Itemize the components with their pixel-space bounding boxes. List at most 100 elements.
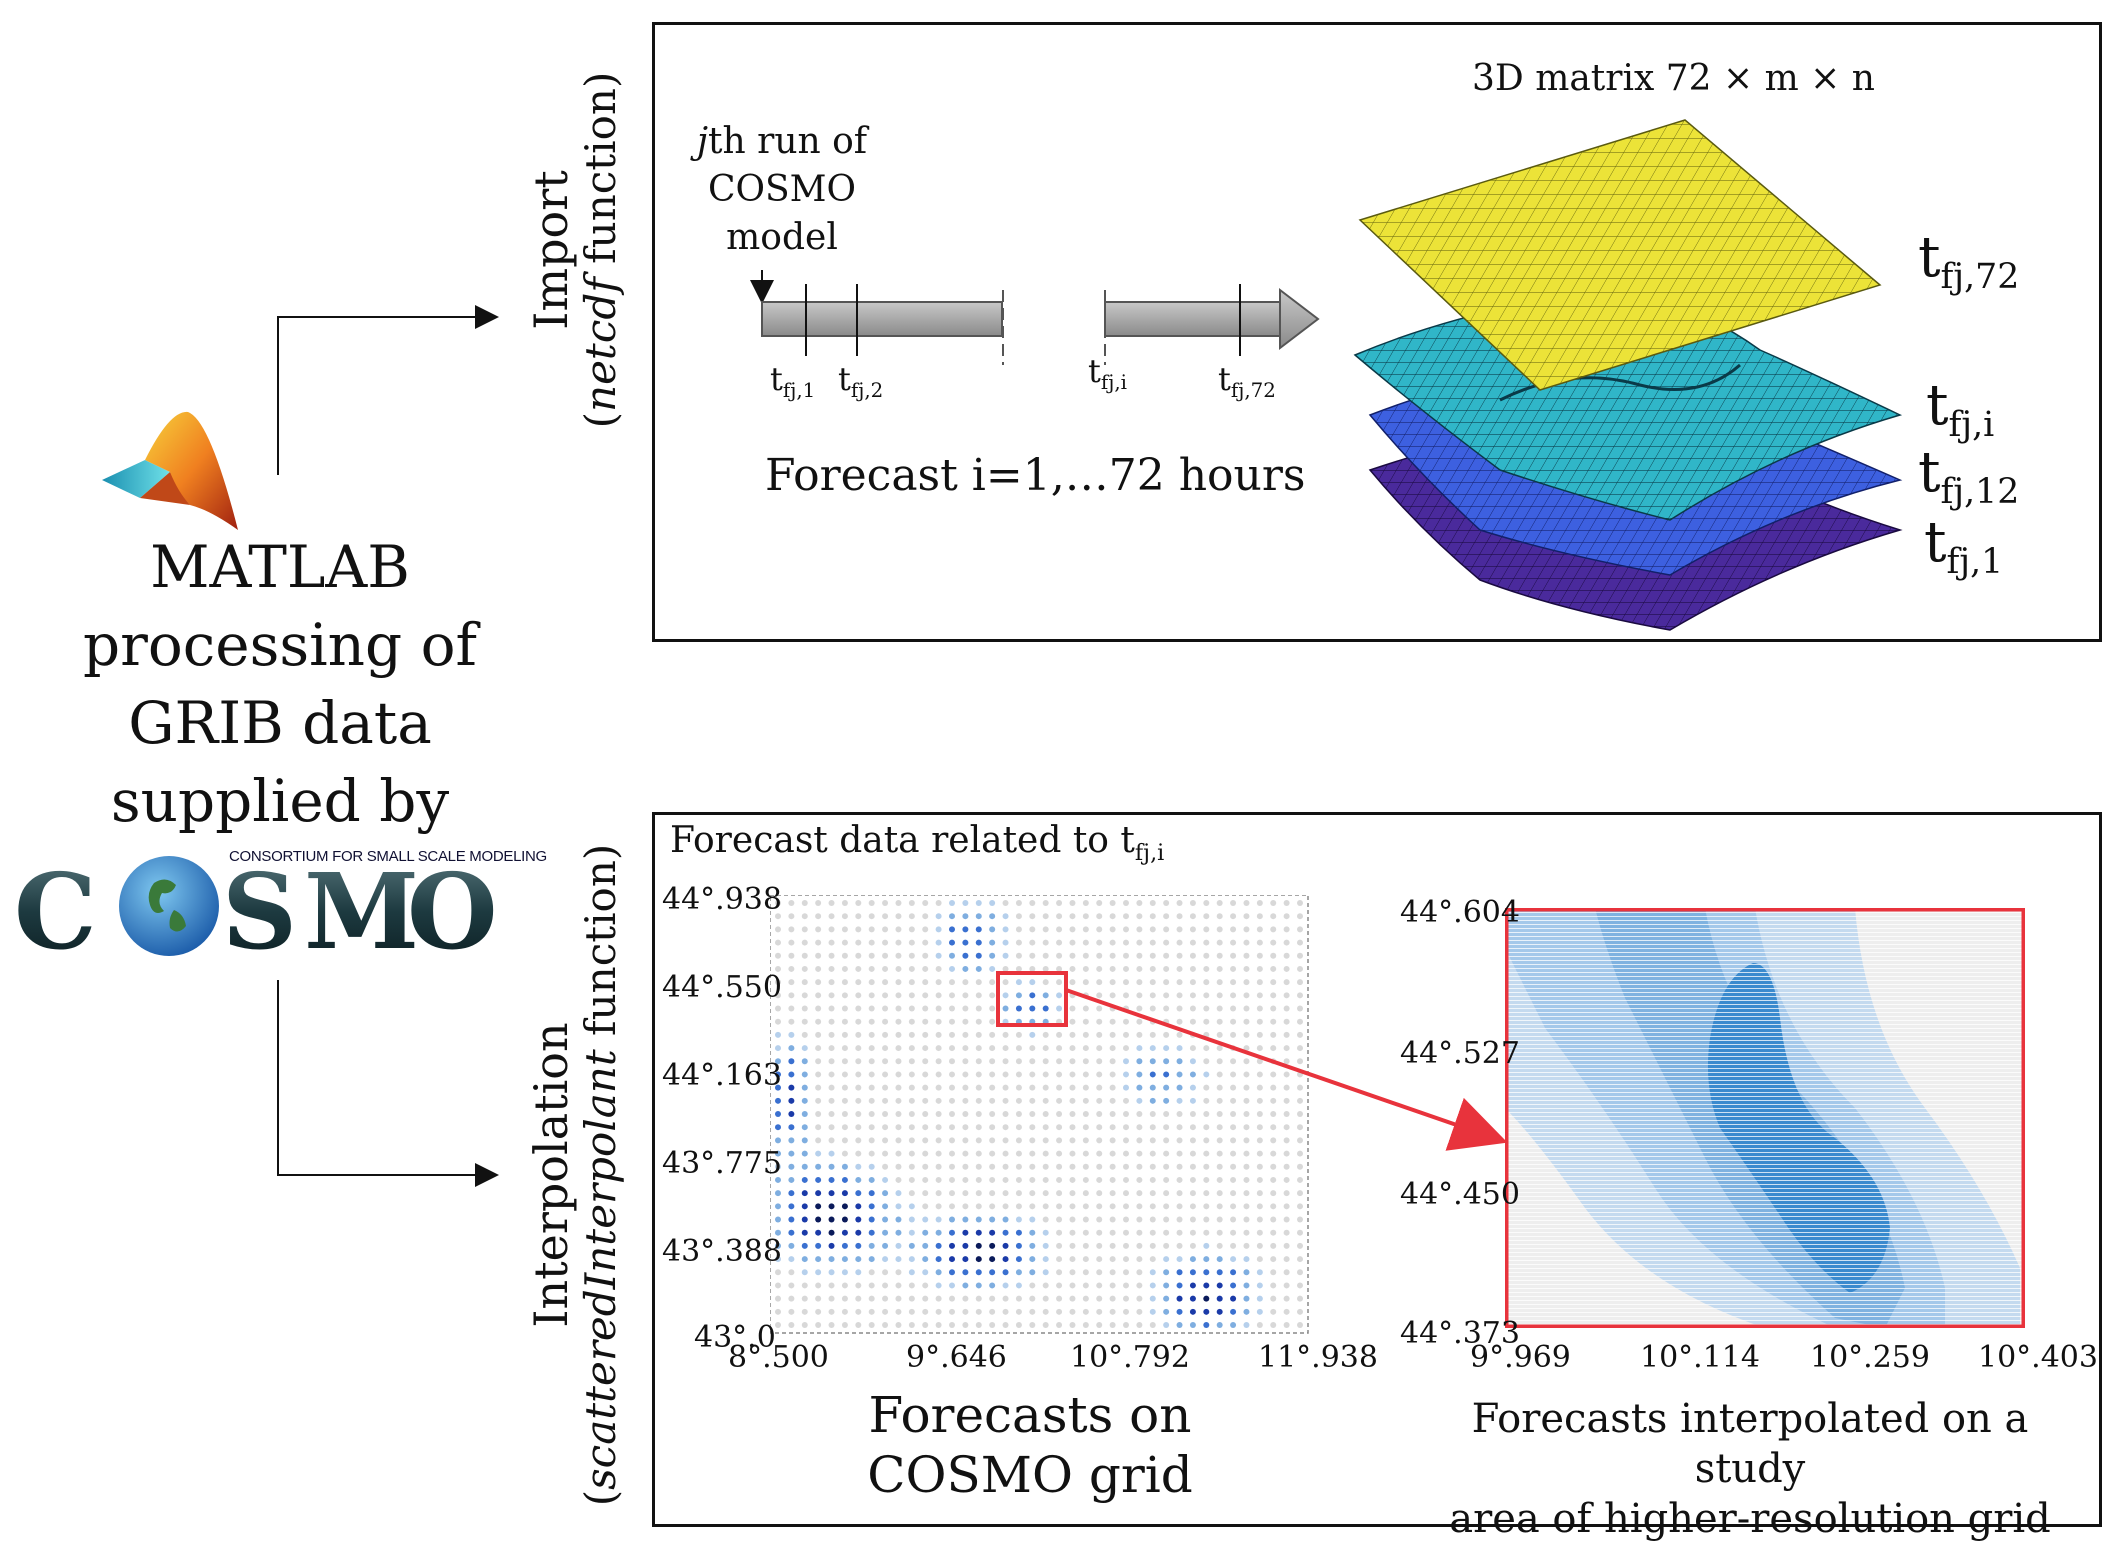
right-caption-line: area of higher-resolution grid bbox=[1449, 1496, 2051, 1542]
grid-dot bbox=[841, 1058, 848, 1065]
grid-dot bbox=[962, 913, 969, 920]
grid-dot bbox=[1243, 1269, 1250, 1276]
right-x-tick: 10°.114 bbox=[1640, 1340, 1760, 1375]
grid-dot bbox=[1002, 1071, 1009, 1078]
grid-dot bbox=[1042, 1031, 1049, 1038]
left-y-tick: 44°.938 bbox=[662, 882, 782, 917]
grid-dot bbox=[775, 1124, 781, 1131]
grid-dot bbox=[895, 992, 902, 999]
grid-dot bbox=[1136, 1058, 1143, 1065]
grid-dot bbox=[1163, 1269, 1170, 1276]
grid-dot bbox=[1069, 979, 1076, 986]
grid-dot bbox=[1136, 1176, 1143, 1183]
grid-dot bbox=[1163, 926, 1170, 933]
grid-dot bbox=[1136, 900, 1143, 906]
grid-dot bbox=[1283, 1018, 1290, 1025]
grid-dot bbox=[1270, 1190, 1277, 1197]
zoom-box bbox=[996, 971, 1068, 1027]
grid-dot bbox=[1082, 1295, 1089, 1302]
grid-dot bbox=[1056, 979, 1063, 986]
grid-dot bbox=[1230, 939, 1237, 946]
grid-dot bbox=[1109, 1097, 1116, 1104]
grid-dot bbox=[1029, 1005, 1036, 1012]
grid-dot bbox=[1082, 1058, 1089, 1065]
grid-dot bbox=[855, 1031, 862, 1038]
grid-dot bbox=[922, 1190, 929, 1197]
grid-dot bbox=[1283, 939, 1290, 946]
grid-dot bbox=[1096, 992, 1103, 999]
grid-dot bbox=[828, 1097, 835, 1104]
grid-dot bbox=[1123, 979, 1129, 986]
grid-dot bbox=[775, 1229, 781, 1236]
grid-dot bbox=[1163, 1031, 1170, 1038]
grid-dot bbox=[1216, 1084, 1223, 1091]
grid-dot bbox=[1109, 1229, 1116, 1236]
grid-dot bbox=[1136, 1322, 1143, 1328]
cosmo-letter-c: C bbox=[14, 850, 97, 958]
grid-dot bbox=[882, 1045, 889, 1052]
grid-dot bbox=[1082, 1256, 1089, 1263]
grid-dot bbox=[841, 1097, 848, 1104]
layer-label-i: tfj,i bbox=[1926, 373, 1994, 445]
grid-dot bbox=[1096, 926, 1103, 933]
grid-dot bbox=[1163, 1124, 1170, 1131]
grid-dot bbox=[775, 1058, 781, 1065]
grid-dot bbox=[935, 900, 942, 906]
grid-dot bbox=[828, 979, 835, 986]
grid-dot bbox=[949, 1216, 955, 1223]
grid-dot bbox=[908, 1084, 915, 1091]
layer-label-main: t bbox=[1918, 225, 1941, 290]
grid-dot bbox=[815, 1282, 822, 1289]
grid-dot bbox=[962, 1018, 969, 1025]
grid-dot bbox=[882, 1097, 889, 1104]
grid-dot bbox=[828, 900, 835, 906]
grid-dot bbox=[1123, 1242, 1129, 1249]
grid-dot bbox=[975, 1137, 982, 1144]
grid-dot bbox=[935, 1058, 942, 1065]
grid-dot bbox=[1002, 1058, 1009, 1065]
grid-dot bbox=[1203, 1163, 1210, 1170]
grid-dot bbox=[1256, 1256, 1263, 1263]
left-y-tick: 44°.550 bbox=[662, 970, 782, 1005]
grid-dot bbox=[1243, 1058, 1250, 1065]
grid-dot bbox=[1123, 1322, 1129, 1328]
grid-dot bbox=[949, 1045, 955, 1052]
layer-label-main: t bbox=[1924, 510, 1947, 575]
grid-dot bbox=[1002, 1163, 1009, 1170]
grid-dot bbox=[815, 1163, 822, 1170]
grid-dot bbox=[962, 1269, 969, 1276]
grid-dot bbox=[895, 1124, 902, 1131]
grid-dot bbox=[989, 1256, 996, 1263]
grid-dot bbox=[1029, 1190, 1036, 1197]
grid-dot bbox=[841, 1242, 848, 1249]
grid-dot bbox=[1056, 1282, 1063, 1289]
grid-dot bbox=[895, 1097, 902, 1104]
grid-dot bbox=[855, 939, 862, 946]
grid-dot bbox=[1256, 1031, 1263, 1038]
grid-dot bbox=[1082, 965, 1089, 972]
grid-dot bbox=[1283, 1071, 1290, 1078]
grid-dot bbox=[1176, 1242, 1183, 1249]
tick-label-72: tfj,72 bbox=[1218, 360, 1276, 402]
grid-dot bbox=[1283, 1190, 1290, 1197]
grid-dot bbox=[868, 1203, 875, 1210]
grid-dot bbox=[815, 1295, 822, 1302]
grid-dot bbox=[1015, 900, 1022, 906]
grid-dot bbox=[1002, 1203, 1009, 1210]
grid-dot bbox=[949, 1124, 955, 1131]
grid-dot bbox=[1176, 1084, 1183, 1091]
grid-dot bbox=[788, 1071, 795, 1078]
grid-dot bbox=[1230, 952, 1237, 959]
grid-dot bbox=[841, 1137, 848, 1144]
grid-dot bbox=[1096, 1242, 1103, 1249]
grid-dot bbox=[1189, 1084, 1196, 1091]
grid-dot bbox=[868, 965, 875, 972]
tick-sub: fj,72 bbox=[1230, 378, 1276, 402]
grid-dot bbox=[1069, 1084, 1076, 1091]
grid-dot bbox=[815, 1190, 822, 1197]
right-y-tick: 44°.450 bbox=[1400, 1177, 1520, 1212]
grid-dot bbox=[801, 1084, 808, 1091]
grid-dot bbox=[1149, 1203, 1156, 1210]
grid-dot bbox=[1163, 1203, 1170, 1210]
grid-dot bbox=[1216, 939, 1223, 946]
